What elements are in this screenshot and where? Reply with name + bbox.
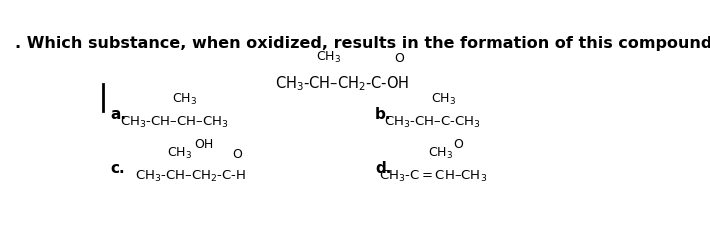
Text: c.: c. bbox=[111, 161, 126, 176]
Text: . Which substance, when oxidized, results in the formation of this compound: . Which substance, when oxidized, result… bbox=[15, 36, 710, 51]
Text: CH$_3$-C$=$CH–CH$_3$: CH$_3$-C$=$CH–CH$_3$ bbox=[378, 169, 487, 184]
Text: CH$_3$: CH$_3$ bbox=[431, 92, 457, 107]
Text: CH$_3$: CH$_3$ bbox=[167, 146, 192, 161]
Text: d.: d. bbox=[375, 161, 391, 176]
Text: a.: a. bbox=[111, 107, 127, 122]
Text: CH$_3$: CH$_3$ bbox=[173, 92, 197, 107]
Text: O: O bbox=[395, 52, 405, 65]
Text: b.: b. bbox=[375, 107, 391, 122]
Text: CH$_3$-CH–CH$_2$-C-OH: CH$_3$-CH–CH$_2$-C-OH bbox=[275, 74, 409, 93]
Text: CH$_3$-CH–CH–CH$_3$: CH$_3$-CH–CH–CH$_3$ bbox=[120, 115, 229, 130]
Text: O: O bbox=[232, 148, 242, 161]
Text: CH$_3$: CH$_3$ bbox=[315, 50, 341, 65]
Text: OH: OH bbox=[195, 138, 214, 151]
Text: CH$_3$-CH–C-CH$_3$: CH$_3$-CH–C-CH$_3$ bbox=[384, 115, 481, 130]
Text: CH$_3$-CH–CH$_2$-C-H: CH$_3$-CH–CH$_2$-C-H bbox=[135, 169, 246, 184]
Text: O: O bbox=[454, 138, 464, 151]
Text: CH$_3$: CH$_3$ bbox=[428, 146, 454, 161]
